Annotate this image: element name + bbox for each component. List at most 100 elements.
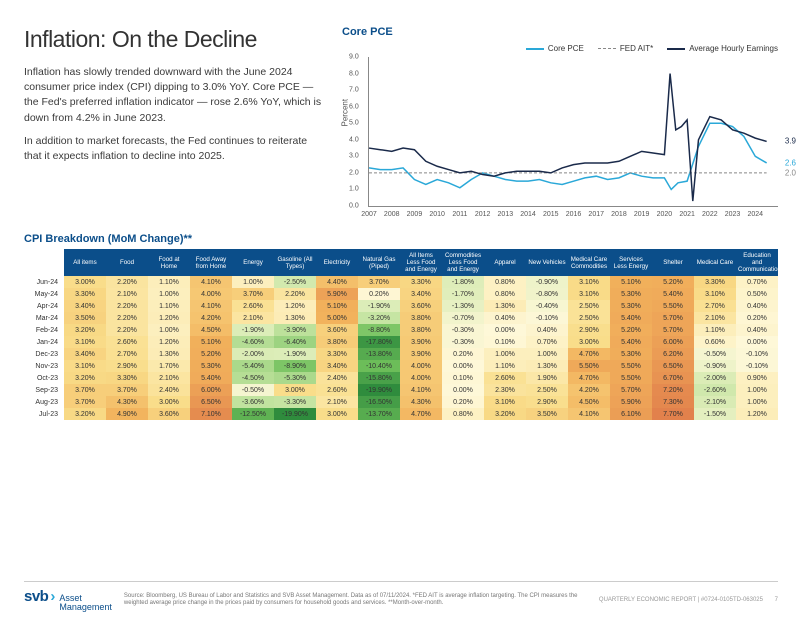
table-cell: 2.10% [232,312,274,324]
table-header: All Items Less Food and Energy [400,249,442,276]
table-cell: 3.00% [568,336,610,348]
y-tick: 8.0 [349,70,359,77]
table-header [24,249,64,276]
table-header: Apparel [484,249,526,276]
footer-report: QUARTERLY ECONOMIC REPORT | #0724-0105TD… [599,597,778,603]
table-cell: 0.40% [736,300,778,312]
table-cell: 4.50% [568,396,610,408]
table-row: Apr-243.40%2.20%1.10%4.10%2.60%1.20%5.10… [24,300,778,312]
row-label: Sep-23 [24,384,64,396]
table-cell: 3.90% [400,348,442,360]
text-column: Inflation: On the Decline Inflation has … [24,26,324,223]
table-cell: 0.20% [442,396,484,408]
footer: svb› AssetManagement Source: Bloomberg, … [24,581,778,612]
table-cell: 5.40% [652,288,694,300]
row-label: Nov-23 [24,360,64,372]
table-cell: 5.30% [610,288,652,300]
table-cell: 0.80% [484,288,526,300]
row-label: Jul-23 [24,408,64,420]
row-label: Feb-24 [24,324,64,336]
table-cell: 4.10% [190,300,232,312]
svb-logo: svb› AssetManagement [24,588,112,612]
table-cell: 3.50% [64,312,106,324]
table-cell: 2.20% [106,312,148,324]
table-cell: -2.50% [274,276,316,288]
table-header: Medical Care Commodities [568,249,610,276]
x-tick: 2023 [725,211,741,218]
table-cell: 7.10% [190,408,232,420]
table-cell: 0.00% [442,360,484,372]
legend-item: Core PCE [526,44,584,53]
table-cell: 2.40% [316,372,358,384]
table-cell: 4.10% [190,276,232,288]
table-cell: 2.90% [526,396,568,408]
x-tick: 2016 [566,211,582,218]
table-cell: -12.50% [232,408,274,420]
table-cell: -6.40% [274,336,316,348]
table-cell: 1.70% [148,360,190,372]
table-cell: 0.70% [736,276,778,288]
x-tick: 2008 [384,211,400,218]
chart-column: Core PCE Core PCEFED AIT*Average Hourly … [342,26,778,223]
table-cell: 4.00% [190,288,232,300]
table-cell: -0.70% [442,312,484,324]
table-cell: 3.70% [232,288,274,300]
table-cell: 1.00% [484,348,526,360]
table-cell: 2.50% [526,384,568,396]
table-cell: -17.80% [358,336,400,348]
table-header: Food Away from Home [190,249,232,276]
table-cell: -0.10% [736,360,778,372]
table-cell: 2.50% [568,312,610,324]
x-tick: 2011 [452,211,467,218]
table-cell: 1.00% [148,324,190,336]
table-cell: 5.40% [610,312,652,324]
row-label: Jun-24 [24,276,64,288]
table-cell: 4.70% [400,408,442,420]
table-cell: 2.30% [484,384,526,396]
table-cell: 5.70% [652,324,694,336]
logo-subtext: AssetManagement [59,594,112,612]
table-cell: 2.50% [568,300,610,312]
cpi-table-wrap: All itemsFoodFood at HomeFood Away from … [24,249,778,420]
table-cell: 3.70% [64,384,106,396]
table-cell: 1.10% [148,276,190,288]
table-header: Education and Communication [736,249,778,276]
table-row: Sep-233.70%3.70%2.40%6.00%-0.50%3.00%2.6… [24,384,778,396]
x-tick: 2019 [634,211,650,218]
table-cell: 1.00% [736,396,778,408]
table-cell: 5.20% [652,276,694,288]
table-cell: 1.00% [526,348,568,360]
table-cell: 3.20% [64,372,106,384]
y-tick: 7.0 [349,87,359,94]
table-cell: 1.30% [526,360,568,372]
table-cell: 0.10% [442,372,484,384]
table-row: Mar-243.50%2.20%1.20%4.20%2.10%1.30%5.00… [24,312,778,324]
table-cell: 1.30% [274,312,316,324]
table-header: All items [64,249,106,276]
legend-item: Average Hourly Earnings [667,44,778,53]
table-cell: 2.10% [316,396,358,408]
cpi-table-title: CPI Breakdown (MoM Change)** [24,233,778,245]
table-cell: 1.20% [148,312,190,324]
table-cell: -13.70% [358,408,400,420]
table-cell: 0.60% [694,336,736,348]
table-cell: 2.70% [106,348,148,360]
table-cell: 4.50% [190,324,232,336]
series-end-label: 3.9 [785,137,796,146]
table-cell: 3.40% [316,360,358,372]
table-cell: 1.20% [148,336,190,348]
table-row: May-243.30%2.10%1.00%4.00%3.70%2.20%5.90… [24,288,778,300]
table-cell: 1.90% [526,372,568,384]
table-header: Shelter [652,249,694,276]
x-tick: 2013 [498,211,514,218]
table-cell: 3.80% [400,312,442,324]
cpi-table: All itemsFoodFood at HomeFood Away from … [24,249,778,420]
table-cell: -8.80% [358,324,400,336]
table-cell: 5.70% [652,312,694,324]
logo-text: svb [24,588,48,605]
table-cell: 2.20% [106,276,148,288]
table-cell: 3.00% [274,384,316,396]
table-cell: 7.20% [652,384,694,396]
y-tick: 0.0 [349,203,359,210]
top-region: Inflation: On the Decline Inflation has … [24,26,778,223]
